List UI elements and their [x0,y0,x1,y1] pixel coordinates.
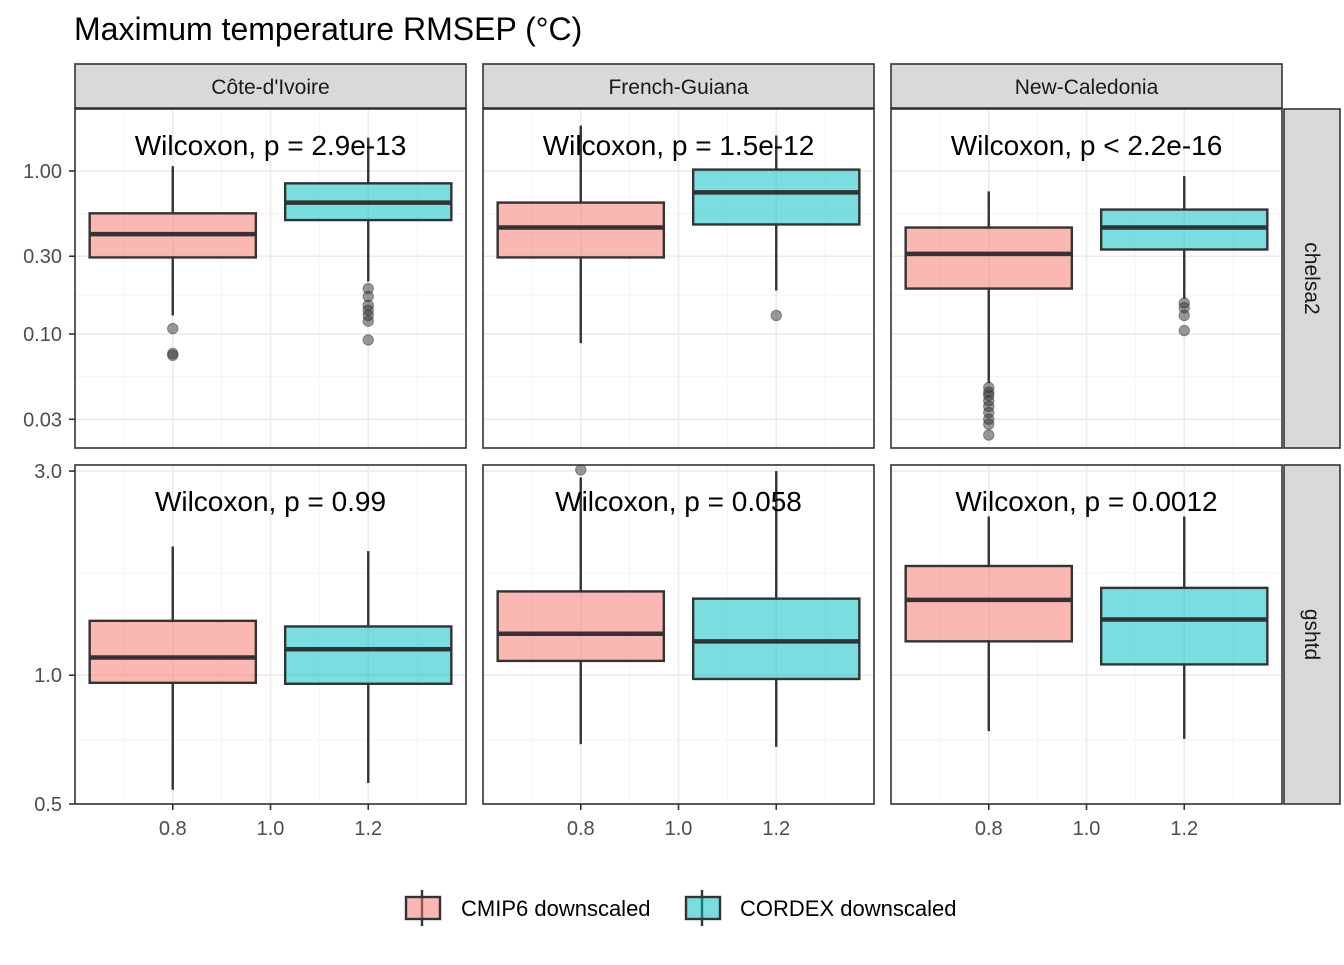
x-axis-new-caledonia: 0.8 1.0 1.2 [975,804,1198,840]
panel-border [890,108,1283,449]
wilcoxon-annotation: Wilcoxon, p = 0.058 [555,486,802,517]
legend: CMIP6 downscaled CORDEX downscaled [404,890,956,926]
outlier-point [167,349,179,362]
strip-row-chelsa2: chelsa2 [1283,108,1341,449]
box-cmip6-downscaled [496,125,666,344]
box-iqr [904,226,1074,290]
boxes-chelsa2-new-caledonia: Wilcoxon, p < 2.2e-16 [904,130,1269,441]
wilcoxon-annotation: Wilcoxon, p = 0.0012 [955,486,1217,517]
strip-label: French-Guiana [608,76,748,99]
x-tick-label: 1.0 [1073,818,1101,840]
boxes-chelsa2-french-guiana: Wilcoxon, p = 1.5e-12 [496,125,861,344]
panel-border [74,108,467,449]
box-cordex-downscaled [283,551,453,783]
boxes-gshtd-french-guiana: Wilcoxon, p = 0.058 [496,464,861,747]
x-tick-label: 0.8 [567,818,595,840]
chart-title: Maximum temperature RMSEP (°C) [74,11,582,47]
box-iqr [904,564,1074,643]
box-iqr [496,590,666,663]
outlier-point [983,429,995,441]
y-tick-label: 0.30 [23,246,62,268]
strip-label: New-Caledonia [1015,76,1159,99]
strip-background [890,63,1283,109]
box-cmip6-downscaled [904,191,1074,441]
outlier-point [1178,324,1190,337]
strip-row-gshtd: gshtd [1283,464,1341,805]
strip-background [1283,464,1341,805]
outlier-point [362,334,374,346]
wilcoxon-annotation: Wilcoxon, p = 0.99 [155,486,386,517]
box-iqr [691,597,861,681]
outlier-point [167,322,179,335]
x-tick-label: 1.2 [762,818,790,840]
wilcoxon-annotation: Wilcoxon, p < 2.2e-16 [951,130,1223,161]
x-tick-label: 1.0 [665,818,693,840]
panel-border [482,108,875,449]
y-tick-label: 0.03 [23,409,62,431]
strip-background [74,63,467,109]
legend-item-cordex-downscaled: CORDEX downscaled [684,890,956,926]
legend-key-box [404,895,442,921]
box-cmip6-downscaled [88,546,258,790]
box-cmip6-downscaled [88,166,258,362]
legend-label: CMIP6 downscaled [461,896,651,921]
wilcoxon-annotation: Wilcoxon, p = 2.9e-13 [135,130,407,161]
outlier-point [770,309,782,322]
y-tick-label: 1.0 [34,665,62,687]
box-cordex-downscaled [283,137,453,346]
panel-chelsa2-french-guiana [483,109,874,448]
strip-label: gshtd [1300,609,1323,660]
y-tick-label: 3.0 [34,461,62,483]
x-tick-label: 1.2 [354,818,382,840]
box-iqr [1099,586,1269,666]
legend-item-cmip6-downscaled: CMIP6 downscaled [404,890,651,926]
y-axis-chelsa2: 0.03 0.10 0.30 1.00 [23,161,75,431]
box-cordex-downscaled [1099,516,1269,739]
strip-column-cote-d-ivoire: Côte-d'Ivoire [74,63,467,109]
box-cmip6-downscaled [496,464,666,745]
outlier-point [575,464,587,476]
box-cordex-downscaled [691,471,861,747]
strip-column-new-caledonia: New-Caledonia [890,63,1283,109]
box-iqr [88,619,258,684]
facet-panels: Wilcoxon, p = 2.9e-13 Wilcoxon, p = 1.5e-… [23,63,1341,840]
x-axis-french-guiana: 0.8 1.0 1.2 [567,804,790,840]
x-axis-cote-d-ivoire: 0.8 1.0 1.2 [159,804,382,840]
y-tick-label: 0.10 [23,324,62,346]
boxes-chelsa2-cote-d-ivoire: Wilcoxon, p = 2.9e-13 [88,130,453,362]
box-iqr [496,201,666,259]
strip-column-french-guiana: French-Guiana [482,63,875,109]
legend-key-box [684,895,722,921]
legend-label: CORDEX downscaled [740,896,956,921]
boxes-gshtd-cote-d-ivoire: Wilcoxon, p = 0.99 [88,486,453,790]
strip-label: chelsa2 [1300,242,1323,314]
y-tick-label: 0.5 [34,794,62,816]
wilcoxon-annotation: Wilcoxon, p = 1.5e-12 [543,130,815,161]
strip-background [482,63,875,109]
x-tick-label: 0.8 [159,818,187,840]
outlier-point [983,418,995,430]
strip-label: Côte-d'Ivoire [211,76,329,99]
x-tick-label: 1.0 [257,818,285,840]
x-tick-label: 0.8 [975,818,1003,840]
outlier-point [1178,309,1190,322]
x-tick-label: 1.2 [1170,818,1198,840]
box-cordex-downscaled [1099,176,1269,337]
outlier-point [362,315,374,327]
boxes-gshtd-new-caledonia: Wilcoxon, p = 0.0012 [904,486,1269,739]
box-iqr [691,168,861,226]
box-cordex-downscaled [691,135,861,322]
box-iqr [283,625,453,685]
box-cmip6-downscaled [904,516,1074,732]
y-axis-gshtd: 0.5 1.0 3.0 [34,461,75,816]
y-tick-label: 1.00 [23,161,62,183]
strip-background [1283,108,1341,449]
